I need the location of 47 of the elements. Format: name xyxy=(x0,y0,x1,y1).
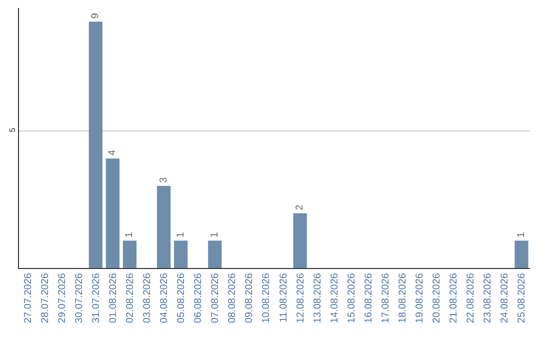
bar xyxy=(122,240,137,268)
bar xyxy=(106,158,120,268)
x-tick-label: 14.08.2026 xyxy=(329,272,340,324)
bar xyxy=(208,240,222,268)
x-tick-label: 03.08.2026 xyxy=(142,272,153,324)
x-tick-label: 19.08.2026 xyxy=(414,272,426,324)
x-tick-label: 30.07.2026 xyxy=(74,272,85,324)
bar xyxy=(174,240,188,268)
bar xyxy=(293,213,307,268)
x-tick-label: 22.08.2026 xyxy=(466,272,477,324)
x-tick-label: 02.08.2026 xyxy=(124,272,136,324)
x-tick-label: 09.08.2026 xyxy=(244,272,256,324)
x-tick-label: 11.08.2026 xyxy=(278,272,290,322)
bar xyxy=(514,240,528,268)
x-tick-label: 20.08.2026 xyxy=(432,272,443,324)
x-tick-label: 08.08.2026 xyxy=(227,272,238,324)
x-tick-label: 31.07.2026 xyxy=(90,272,102,324)
x-tick-label: 13.08.2026 xyxy=(312,272,324,324)
x-tick-label: 25.08.2026 xyxy=(516,272,528,324)
x-tick-label: 24.08.2026 xyxy=(500,272,511,324)
x-tick-label: 05.08.2026 xyxy=(176,272,188,324)
bar xyxy=(156,186,171,268)
data-label: 1 xyxy=(516,232,527,238)
x-tick-label: 06.08.2026 xyxy=(193,272,204,324)
x-tick-label: 07.08.2026 xyxy=(210,272,222,324)
x-tick-label: 12.08.2026 xyxy=(295,272,306,324)
data-label: 4 xyxy=(107,150,118,156)
x-tick-label: 27.07.2026 xyxy=(22,272,34,324)
x-tick-label: 10.08.2026 xyxy=(261,272,272,324)
x-tick-label: 15.08.2026 xyxy=(346,272,358,324)
x-tick-label: 18.08.2026 xyxy=(398,272,408,324)
x-tick-label: 17.08.2026 xyxy=(380,272,392,324)
x-tick-label: 28.07.2026 xyxy=(40,272,51,324)
bar xyxy=(88,22,102,268)
x-tick-label: 21.08.2026 xyxy=(448,272,460,324)
data-label: 3 xyxy=(158,176,170,183)
x-tick-label: 29.07.2026 xyxy=(56,272,68,324)
data-label: 1 xyxy=(209,232,220,238)
data-label: 2 xyxy=(294,204,306,210)
x-tick-label: 01.08.2026 xyxy=(108,272,119,324)
x-tick-label: 04.08.2026 xyxy=(159,272,170,324)
x-tick-label: 23.08.2026 xyxy=(482,272,494,324)
data-label: 1 xyxy=(124,232,136,238)
data-label: 1 xyxy=(175,232,186,238)
y-tick-label: 5 xyxy=(8,127,17,132)
x-tick-label: 16.08.2026 xyxy=(363,272,374,324)
data-label: 9 xyxy=(90,12,102,19)
